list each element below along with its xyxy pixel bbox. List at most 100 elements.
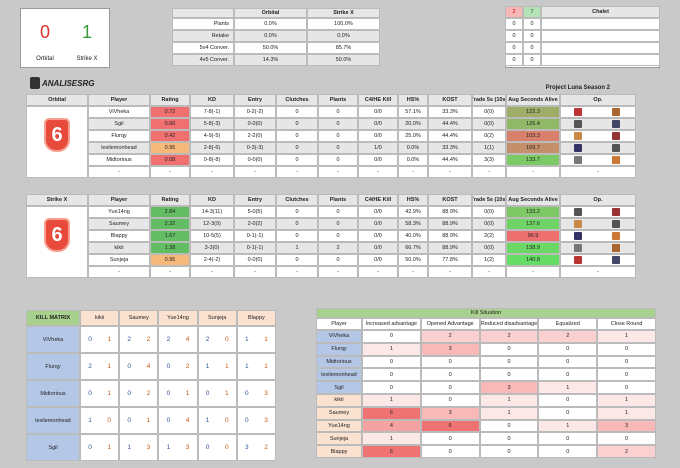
cell <box>197 380 237 407</box>
cell <box>541 18 660 30</box>
cell: 44.4% <box>428 154 472 166</box>
cell: 2-4(-2) <box>190 254 234 266</box>
deaths: 3 <box>146 444 151 451</box>
cell: lexilemonhead <box>88 142 150 154</box>
column-header: Clutches <box>276 94 318 106</box>
cell: 0-0(0) <box>234 154 276 166</box>
cell: 0 <box>597 368 656 382</box>
cell: 126.4 <box>506 118 560 130</box>
cell: 1 <box>479 394 539 407</box>
cell: 0.95 <box>150 254 190 266</box>
cell: 12-3(9) <box>190 218 234 230</box>
cell: 0 <box>420 445 480 458</box>
cell: 2.84 <box>150 206 190 218</box>
kills: 2 <box>205 336 210 343</box>
row-label: Yue14ng <box>316 419 362 433</box>
cell: 0 <box>276 154 318 166</box>
cell: 42.9% <box>398 206 428 218</box>
score-box <box>20 8 110 68</box>
cell: 44.4% <box>428 118 472 130</box>
kills: 1 <box>166 444 171 451</box>
kills: 3 <box>244 444 249 451</box>
cell: 0 <box>523 54 541 66</box>
cell: 6 <box>362 445 421 458</box>
row-label: ViVheka <box>26 326 80 353</box>
cell: 137.6 <box>506 218 560 230</box>
kills: 2 <box>88 363 92 370</box>
cell: 0(0) <box>472 118 506 130</box>
column-header: kikii <box>80 310 120 326</box>
cell: 0-8(-8) <box>190 154 234 166</box>
deaths: 2 <box>146 390 151 397</box>
cell: 0 <box>276 130 318 142</box>
header-cell <box>172 8 234 18</box>
cell: kikii <box>88 242 150 254</box>
cell: 1(1) <box>472 142 506 154</box>
cell <box>236 407 276 434</box>
team-name-cell: Orbital <box>26 94 88 106</box>
cell: 0 <box>318 118 358 130</box>
cell: 1 <box>538 419 598 433</box>
operator-icon <box>574 220 582 228</box>
cell: 96.9 <box>506 230 560 242</box>
footer-cell: - <box>190 266 234 278</box>
footer-cell: - <box>506 266 560 278</box>
cell: 1 <box>597 394 656 407</box>
cell: 0 <box>318 142 358 154</box>
cell: 0 <box>479 368 539 382</box>
cell: 3 <box>420 342 480 356</box>
cell: 1 <box>479 406 539 420</box>
operator-icon <box>612 208 620 216</box>
team-name: Orbital <box>36 56 54 62</box>
cell: 1.67 <box>150 230 190 242</box>
kills: 1 <box>244 336 249 343</box>
team-score: 0 <box>39 21 50 42</box>
cell <box>560 254 636 266</box>
cell <box>560 230 636 242</box>
team-score: 1 <box>81 21 92 42</box>
cell: 2 <box>420 330 480 343</box>
cell: 0-0(0) <box>234 118 276 130</box>
cell: 0(0) <box>472 218 506 230</box>
deaths: 1 <box>264 336 268 343</box>
kills: 0 <box>205 390 210 397</box>
column-header: Trade 5s (10s) <box>472 194 506 206</box>
row-label: Sunjeja <box>316 432 362 446</box>
cell: 3(3) <box>472 154 506 166</box>
row-label: Sgil <box>316 381 362 394</box>
cell: 0 <box>318 218 358 230</box>
column-header: Plants <box>318 194 358 206</box>
operator-icon <box>574 256 582 264</box>
cell: ViVheka <box>88 106 150 118</box>
cell: 0 <box>523 18 541 30</box>
cell: 66.7% <box>398 242 428 254</box>
operator-icon <box>574 120 582 128</box>
column-header: Aug Seconds Alive <box>506 194 560 206</box>
operator-icon <box>574 208 582 216</box>
row-label: Retake <box>172 30 234 42</box>
cell <box>560 242 636 254</box>
cell: 0 <box>420 368 480 382</box>
column-header: HS% <box>398 94 428 106</box>
cell: 0/0 <box>358 118 398 130</box>
cell: 1(2) <box>472 254 506 266</box>
kills: 0 <box>166 390 171 397</box>
cell <box>119 326 159 353</box>
cell: 0 <box>538 445 598 458</box>
footer-cell: - <box>276 266 318 278</box>
column-header: Rating <box>150 94 190 106</box>
footer-cell: - <box>88 166 150 178</box>
cell: 0 <box>318 254 358 266</box>
deaths: 3 <box>264 417 268 424</box>
cell: 0 <box>318 206 358 218</box>
cell: 0 <box>538 342 598 356</box>
cell <box>197 326 237 353</box>
event-title: Project Luna Season 2 <box>545 85 610 91</box>
cell <box>158 434 198 461</box>
cell: 0 <box>276 142 318 154</box>
cell: 88.9% <box>428 218 472 230</box>
footer-cell: - <box>234 266 276 278</box>
column-header: Op. <box>560 94 636 106</box>
operator-icon <box>612 156 620 164</box>
